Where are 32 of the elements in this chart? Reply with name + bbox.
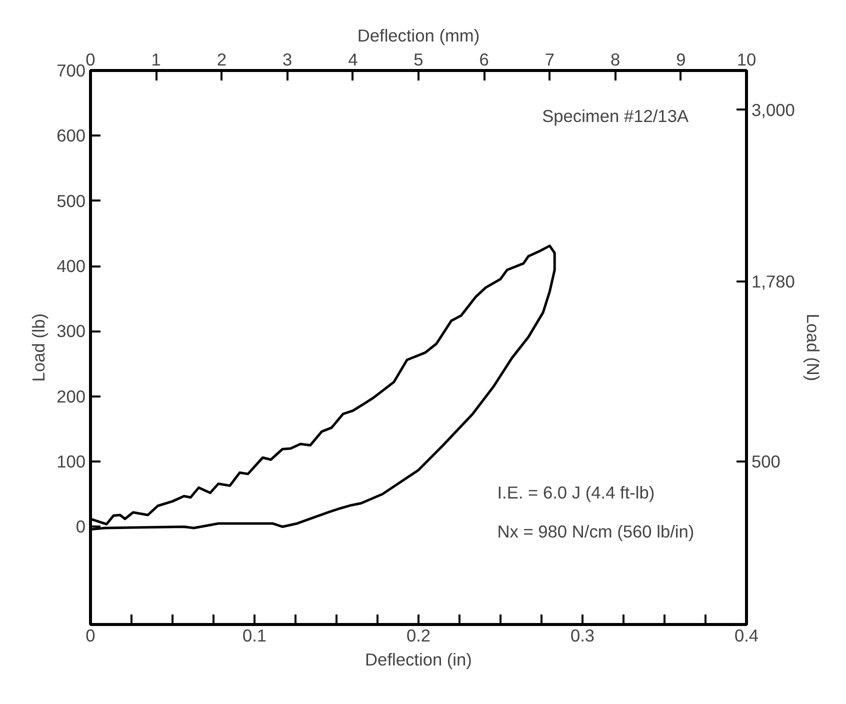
x-tick-label: 0.3 [570,626,595,646]
annotation: Specimen #12/13A [542,106,689,126]
x-tick-label: 0.2 [406,626,431,646]
y-axis-title: Load (lb) [28,313,49,382]
y2-tick-label: 500 [752,451,780,472]
annotation: Nx = 980 N/cm (560 lb/in) [497,521,694,542]
y-tick-label: 0 [76,516,86,537]
x2-tick-label: 8 [610,50,620,70]
y-tick-label: 300 [56,321,86,342]
y2-tick-label: 1,780 [752,271,795,292]
x2-tick-label: 10 [736,50,756,70]
y2-axis-title: Load (N) [802,314,823,382]
x2-tick-label: 4 [348,50,358,70]
x2-tick-label: 6 [479,50,489,70]
x2-tick-label: 7 [544,50,555,70]
y-tick-label: 500 [56,190,86,211]
annotation: I.E. = 6.0 J (4.4 ft-lb) [497,482,655,503]
y-tick-label: 100 [56,452,86,472]
y2-tick-label: 3,000 [752,100,795,120]
x2-tick-label: 1 [151,50,161,70]
x-axis-title: Deflection (in) [365,650,472,670]
y-tick-label: 200 [56,386,86,406]
x2-tick-label: 9 [676,50,686,70]
x2-tick-label: 3 [282,50,292,70]
x-tick-label: 0.1 [242,626,267,646]
x2-axis-title: Deflection (mm) [357,26,480,46]
y-tick-label: 700 [56,60,86,80]
y-tick-label: 600 [56,126,86,146]
x2-tick-label: 2 [216,50,227,70]
x-tick-label: 0.4 [734,626,759,646]
y-tick-label: 400 [56,256,86,276]
x2-tick-label: 5 [414,50,424,70]
